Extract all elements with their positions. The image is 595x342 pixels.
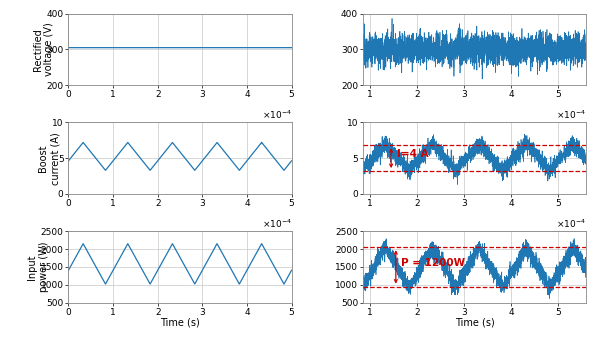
Y-axis label: Rectified
voltage (V): Rectified voltage (V)	[33, 23, 54, 76]
Text: $\times10^{-4}$: $\times10^{-4}$	[556, 108, 586, 121]
X-axis label: Time (s): Time (s)	[160, 318, 200, 328]
Text: I=4 A: I=4 A	[397, 149, 428, 159]
X-axis label: Time (s): Time (s)	[455, 318, 494, 328]
Text: P = 1200W: P = 1200W	[400, 258, 465, 267]
Text: $\times10^{-4}$: $\times10^{-4}$	[556, 217, 586, 230]
Text: $\times10^{-4}$: $\times10^{-4}$	[262, 108, 292, 121]
Y-axis label: Input
power (W): Input power (W)	[27, 242, 49, 292]
Text: $\times10^{-4}$: $\times10^{-4}$	[262, 217, 292, 230]
Y-axis label: Boost
current (A): Boost current (A)	[39, 132, 60, 185]
